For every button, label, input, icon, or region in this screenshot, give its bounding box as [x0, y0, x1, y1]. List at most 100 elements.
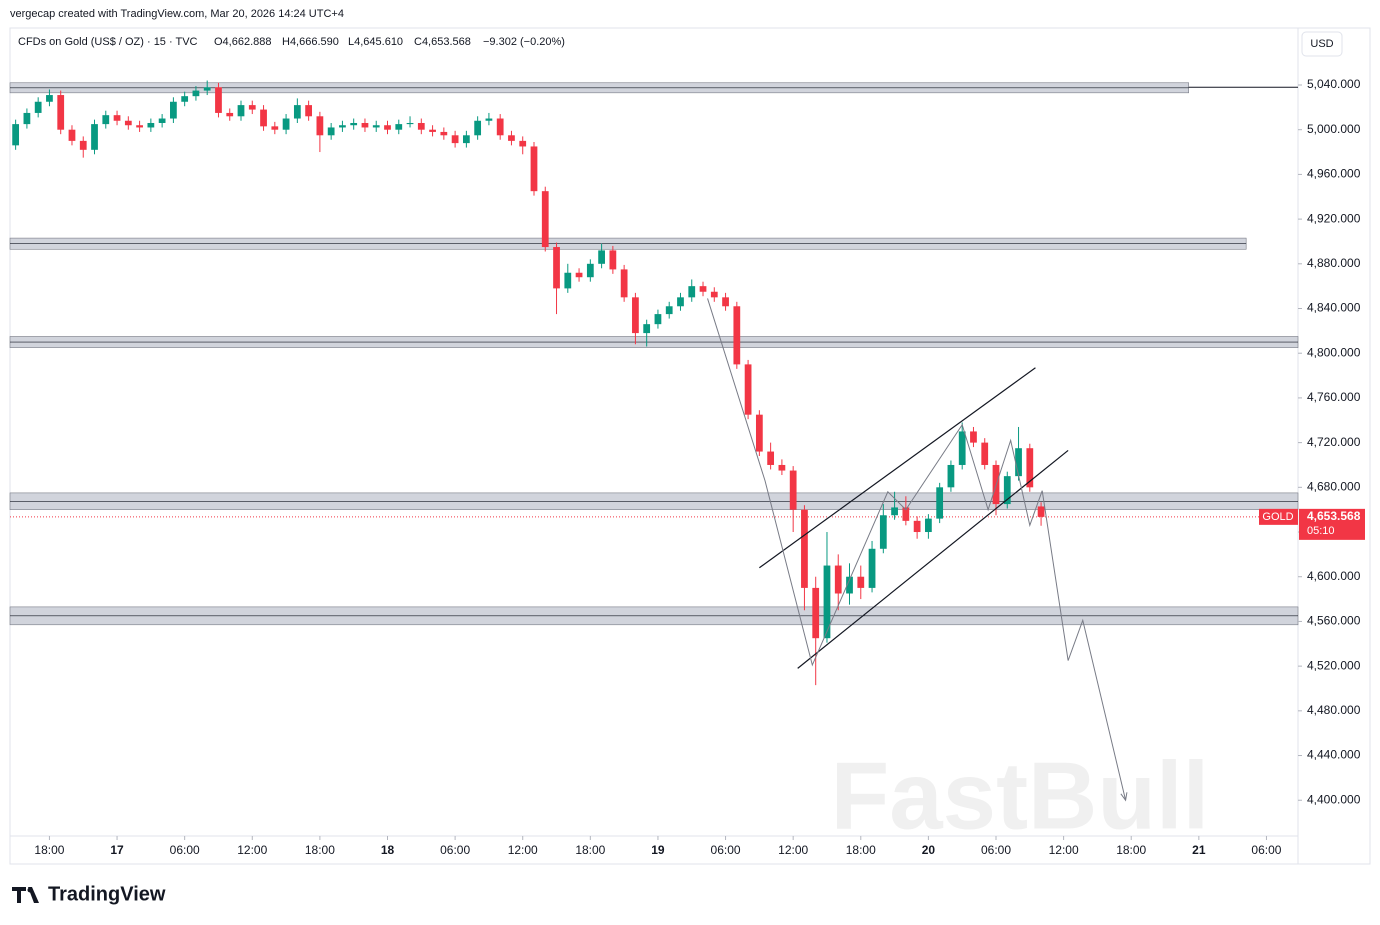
candle-body: [350, 122, 358, 126]
x-tick-label: 17: [110, 843, 124, 857]
y-tick-label: 5,000.000: [1307, 122, 1361, 136]
legend-close: C4,653.568: [414, 36, 471, 48]
candle-body: [124, 120, 132, 126]
candle-body: [327, 127, 335, 136]
x-tick-label: 18:00: [305, 843, 335, 857]
candle-body: [925, 518, 932, 533]
candle-body: [1037, 506, 1045, 517]
candle-body: [34, 101, 42, 113]
candle-body: [417, 122, 425, 130]
candle-body: [226, 112, 234, 117]
candle-body: [181, 96, 189, 102]
candle-body: [755, 414, 763, 452]
y-tick-label: 5,040.000: [1307, 77, 1361, 91]
candle-body: [102, 115, 110, 125]
y-tick-label: 4,720.000: [1307, 435, 1361, 449]
x-tick-label: 12:00: [508, 843, 538, 857]
candle-body: [91, 124, 98, 150]
candle-body: [113, 115, 121, 121]
candle-body: [958, 431, 966, 465]
candle-body: [699, 286, 707, 292]
candle-body: [981, 442, 989, 465]
candle-body: [823, 565, 831, 639]
last-price-name-box: [1259, 508, 1298, 525]
candle-body: [170, 101, 177, 119]
x-tick-label: 06:00: [711, 843, 741, 857]
candle-body: [192, 90, 200, 97]
candle-body: [474, 120, 482, 136]
candle-body: [620, 269, 628, 298]
y-tick-label: 4,960.000: [1307, 167, 1361, 181]
candle-body: [23, 112, 31, 125]
candle-body: [665, 306, 673, 315]
candle-body: [936, 487, 944, 519]
candle-body: [902, 507, 910, 521]
currency[interactable]: USD: [1310, 38, 1333, 50]
candle-body: [710, 291, 718, 298]
candle-body: [722, 297, 729, 307]
candle-body: [237, 105, 245, 117]
y-tick-label: 4,920.000: [1307, 211, 1361, 225]
x-tick-label: 18:00: [1116, 843, 1146, 857]
candle-body: [248, 105, 256, 110]
candle-body: [812, 587, 820, 639]
candle-body: [541, 191, 549, 248]
candle-body: [282, 118, 290, 130]
candle-body: [846, 576, 853, 594]
projection-arrow: [1120, 792, 1128, 802]
watermark: FastBull: [831, 742, 1210, 849]
brand: TradingView: [48, 883, 166, 905]
x-tick-label: 20: [922, 843, 936, 857]
brand-logo: [12, 887, 39, 903]
candle-body: [79, 140, 87, 150]
candle-body: [789, 470, 797, 510]
candle-body: [733, 306, 741, 365]
candle-body: [564, 272, 572, 289]
candle-body: [1026, 448, 1034, 488]
legend-symbol: CFDs on Gold (US$ / OZ) · 15 · TVC: [18, 36, 198, 48]
header: vergecap created with TradingView.com, M…: [10, 8, 344, 20]
x-tick-label: 06:00: [981, 843, 1011, 857]
candle-body: [293, 105, 301, 119]
x-tick-label: 06:00: [170, 843, 200, 857]
candle-body: [857, 576, 865, 588]
candle-body: [519, 140, 527, 147]
candle-body: [879, 515, 887, 549]
candle-body: [271, 126, 279, 130]
y-tick-label: 4,600.000: [1307, 569, 1361, 583]
candle-body: [913, 520, 921, 533]
candle-body: [643, 324, 651, 334]
candle-body: [215, 87, 222, 113]
candle-body: [677, 297, 684, 307]
y-tick-label: 4,400.000: [1307, 792, 1361, 806]
candle-body: [462, 135, 470, 144]
candle-body: [688, 286, 696, 298]
x-tick-label: 18:00: [846, 843, 876, 857]
projection-path: [707, 298, 1127, 801]
candle-body: [801, 509, 808, 588]
x-tick-label: 12:00: [778, 843, 808, 857]
legend-change: −9.302 (−0.20%): [483, 36, 565, 48]
candle-body: [1003, 476, 1011, 505]
brand-logo-dot: [27, 887, 33, 893]
candle-body: [778, 464, 786, 471]
y-tick-label: 4,560.000: [1307, 614, 1361, 628]
last-price-label: 4,653.568: [1307, 509, 1361, 523]
x-tick-label: 18: [381, 843, 395, 857]
currency-button[interactable]: [1301, 31, 1343, 57]
candle-body: [970, 431, 977, 443]
candle-body: [395, 124, 403, 130]
candle-body: [305, 105, 312, 117]
candle-body: [609, 250, 617, 270]
candle-body: [654, 314, 662, 325]
candle-body: [260, 109, 267, 127]
candle-body: [203, 87, 211, 91]
x-tick-label: 21: [1192, 843, 1206, 857]
last-price-box: [1299, 508, 1365, 540]
candle-body: [429, 129, 436, 132]
candle-body: [68, 129, 76, 141]
candle-body: [947, 464, 955, 488]
candle-body: [372, 125, 380, 128]
